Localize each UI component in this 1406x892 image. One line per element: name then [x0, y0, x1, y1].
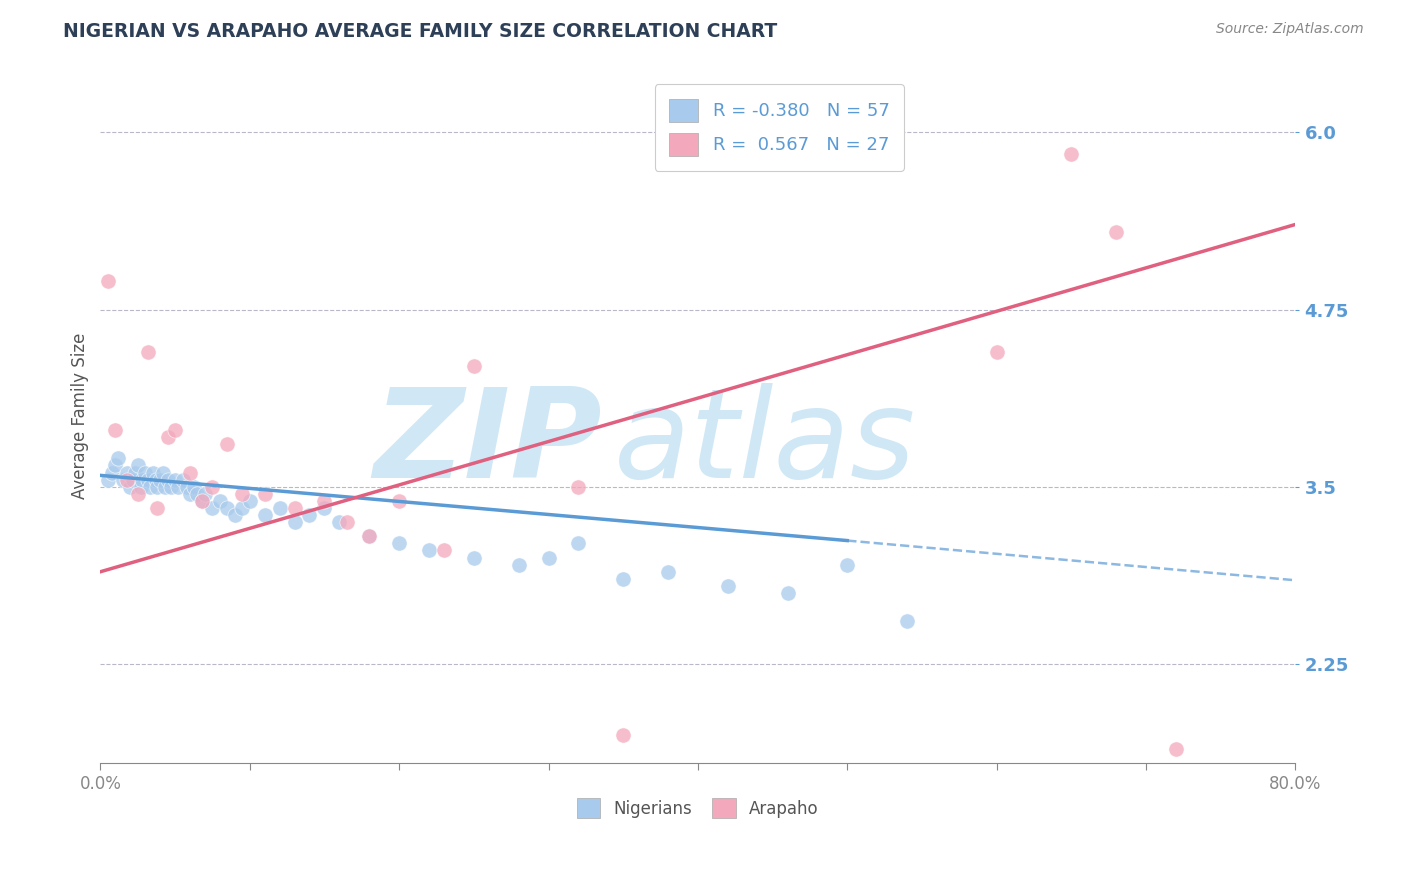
Point [231, 500, 253, 515]
Point [986, 345, 1008, 359]
Point [418, 543, 440, 558]
Point [388, 536, 411, 550]
Point [283, 500, 305, 515]
Point [537, 550, 560, 565]
Point [1060, 146, 1083, 161]
Point [179, 487, 201, 501]
Point [253, 487, 276, 501]
Point [134, 466, 156, 480]
Point [115, 466, 138, 480]
Point [388, 494, 411, 508]
Y-axis label: Average Family Size: Average Family Size [72, 333, 89, 499]
Point [111, 473, 134, 487]
Point [776, 586, 799, 600]
Point [145, 473, 167, 487]
Point [657, 565, 679, 579]
Point [239, 494, 262, 508]
Point [127, 458, 149, 473]
Point [508, 558, 530, 572]
Point [156, 473, 179, 487]
Point [201, 480, 224, 494]
Point [183, 480, 205, 494]
Point [146, 500, 169, 515]
Point [194, 487, 217, 501]
Point [142, 466, 165, 480]
Point [167, 480, 190, 494]
Point [146, 480, 169, 494]
Point [298, 508, 321, 522]
Point [283, 515, 305, 529]
Point [359, 529, 381, 543]
Point [314, 500, 336, 515]
Point [359, 529, 381, 543]
Point [159, 480, 181, 494]
Point [163, 423, 186, 437]
Point [120, 480, 142, 494]
Point [149, 473, 172, 487]
Point [567, 536, 589, 550]
Point [191, 494, 214, 508]
Point [136, 345, 159, 359]
Point [97, 473, 120, 487]
Point [115, 473, 138, 487]
Point [463, 359, 485, 374]
Point [104, 423, 127, 437]
Point [567, 480, 589, 494]
Point [138, 480, 160, 494]
Point [172, 473, 194, 487]
Text: Source: ZipAtlas.com: Source: ZipAtlas.com [1216, 22, 1364, 37]
Point [217, 500, 239, 515]
Point [186, 487, 208, 501]
Point [463, 550, 485, 565]
Point [314, 494, 336, 508]
Point [253, 508, 276, 522]
Point [191, 494, 214, 508]
Point [131, 473, 153, 487]
Point [122, 473, 145, 487]
Point [129, 480, 152, 494]
Point [163, 473, 186, 487]
Point [224, 508, 246, 522]
Point [136, 473, 159, 487]
Point [231, 487, 253, 501]
Point [717, 579, 740, 593]
Point [152, 466, 174, 480]
Legend: Nigerians, Arapaho: Nigerians, Arapaho [571, 792, 825, 824]
Point [179, 466, 201, 480]
Point [328, 515, 350, 529]
Point [176, 480, 198, 494]
Point [127, 487, 149, 501]
Point [336, 515, 359, 529]
Point [153, 480, 176, 494]
Point [896, 615, 918, 629]
Text: ZIP: ZIP [374, 383, 602, 504]
Point [107, 451, 129, 466]
Point [208, 494, 231, 508]
Point [156, 430, 179, 444]
Point [201, 500, 224, 515]
Point [217, 437, 239, 451]
Point [1164, 742, 1187, 756]
Point [101, 466, 124, 480]
Point [104, 458, 127, 473]
Point [612, 728, 634, 742]
Point [97, 274, 120, 288]
Point [837, 558, 859, 572]
Text: atlas: atlas [614, 383, 917, 504]
Point [269, 500, 291, 515]
Point [433, 543, 456, 558]
Point [124, 466, 146, 480]
Point [1105, 225, 1128, 239]
Text: NIGERIAN VS ARAPAHO AVERAGE FAMILY SIZE CORRELATION CHART: NIGERIAN VS ARAPAHO AVERAGE FAMILY SIZE … [63, 22, 778, 41]
Point [612, 572, 634, 586]
